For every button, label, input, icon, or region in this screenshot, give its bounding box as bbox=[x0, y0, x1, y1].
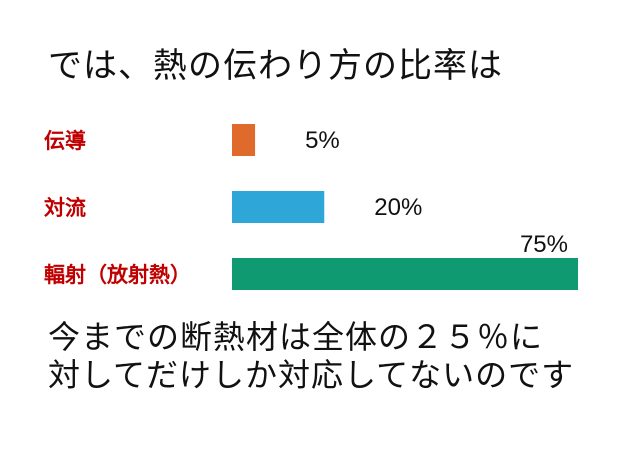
value-label: 20% bbox=[374, 194, 422, 221]
category-label: 輻射（放射熱） bbox=[44, 263, 191, 287]
bar bbox=[232, 124, 256, 156]
category-label: 対流 bbox=[44, 196, 86, 220]
value-label: 75% bbox=[520, 231, 568, 258]
footer-line-2: 対してだけしか対応してないのです bbox=[48, 356, 575, 394]
footer-line-1: 今までの断熱材は全体の２５％に bbox=[48, 318, 544, 356]
category-label: 伝導 bbox=[44, 129, 86, 153]
footer-text: 今までの断熱材は全体の２５％に 対してだけしか対応してないのです bbox=[48, 318, 574, 394]
value-label: 5% bbox=[305, 127, 340, 154]
slide-title: では、熱の伝わり方の比率は bbox=[48, 46, 503, 86]
bar bbox=[232, 258, 578, 290]
bar bbox=[232, 191, 325, 223]
